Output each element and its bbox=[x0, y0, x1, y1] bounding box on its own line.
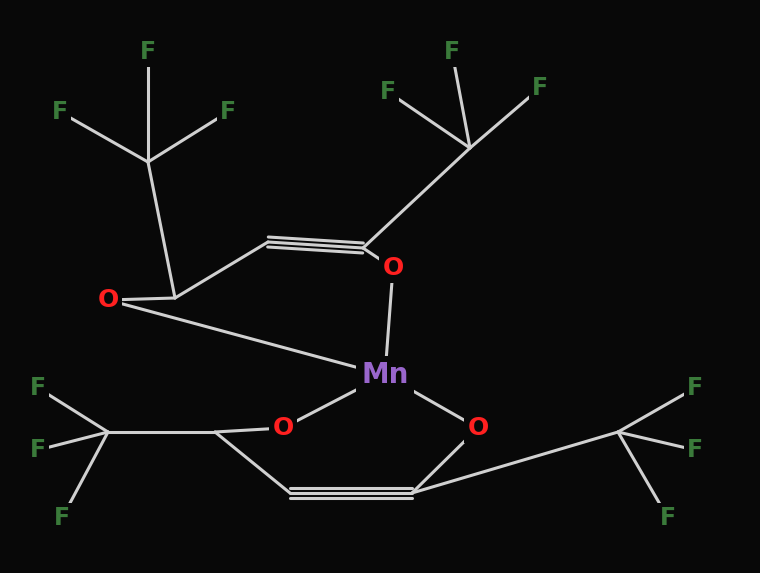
Text: F: F bbox=[660, 506, 676, 530]
Text: F: F bbox=[220, 100, 236, 124]
Text: O: O bbox=[97, 288, 119, 312]
Text: O: O bbox=[467, 416, 489, 440]
Text: F: F bbox=[52, 100, 68, 124]
Text: F: F bbox=[380, 80, 396, 104]
Text: O: O bbox=[382, 256, 404, 280]
Text: F: F bbox=[54, 506, 70, 530]
Text: O: O bbox=[272, 416, 293, 440]
Text: F: F bbox=[30, 438, 46, 462]
Text: F: F bbox=[30, 376, 46, 400]
Text: F: F bbox=[140, 40, 156, 64]
Text: F: F bbox=[687, 376, 703, 400]
Text: F: F bbox=[444, 40, 460, 64]
Text: F: F bbox=[687, 438, 703, 462]
Text: F: F bbox=[532, 76, 548, 100]
Text: Mn: Mn bbox=[361, 361, 409, 389]
